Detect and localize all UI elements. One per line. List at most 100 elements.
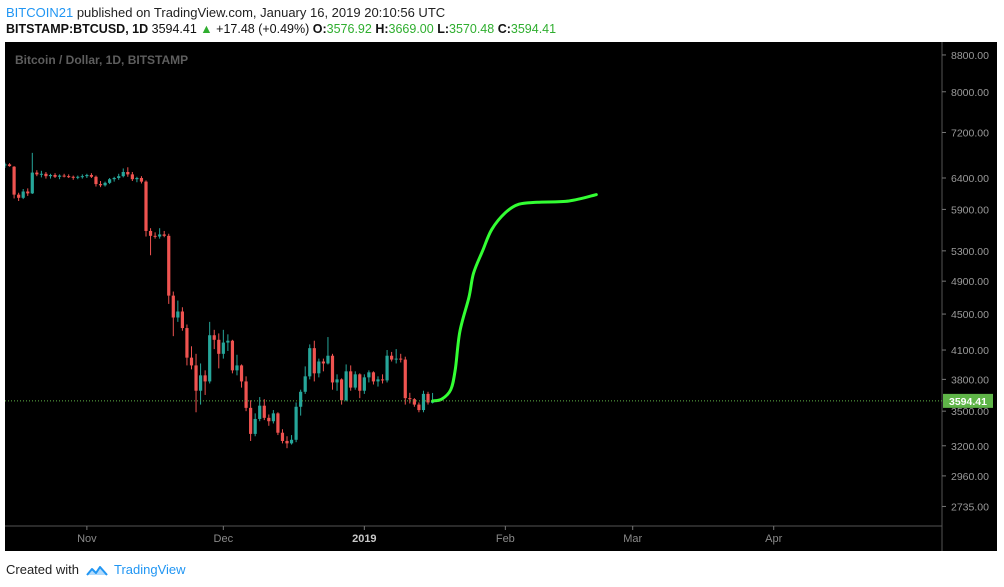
price-tick-label: 4100.00 [951,345,989,357]
candle [258,397,262,422]
candle-body [39,173,43,175]
candle [135,176,139,183]
candle-body [239,365,244,382]
candle [180,307,184,331]
time-tick-label: 2019 [352,533,376,545]
price-axis-background[interactable] [942,42,997,551]
candle-body [249,407,253,434]
candle [403,356,407,405]
candle [367,370,371,383]
candle-body [212,335,216,340]
candle-body [98,184,103,186]
candle [171,291,175,337]
candle [176,300,180,322]
candle-body [80,176,84,178]
up-arrow-icon: ▲ [200,22,213,36]
high-value: 3669.00 [388,22,434,36]
author-link[interactable]: BITCOIN21 [6,5,74,20]
candle-body [57,175,62,177]
candle-body [176,311,180,318]
candle [212,329,216,350]
candle-body [330,355,335,383]
candle-body [17,194,21,198]
candle-body [144,181,148,231]
candle-body [294,406,298,440]
candle-body [189,357,194,366]
candle [62,173,66,178]
chart-title: Bitcoin / Dollar, 1D, BITSTAMP [15,53,188,67]
candle-body [12,166,16,195]
last-price-label: 3594.41 [949,396,987,408]
candle [39,170,43,178]
candle-body [67,176,71,178]
close-value: 3594.41 [510,22,557,36]
candle [198,363,203,405]
published-text: published on TradingView.com, January 16… [76,5,446,20]
candle [390,351,394,362]
candle-body [262,405,266,418]
candle [230,339,235,374]
candle-body [376,379,380,382]
candle [276,412,280,436]
price-chart[interactable]: Bitcoin / Dollar, 1D, BITSTAMP 8800.00 80… [5,42,997,551]
low-value: 3570.48 [449,22,495,36]
tradingview-logo-icon [85,565,108,576]
candle-body [62,175,66,177]
candle-body [158,234,162,237]
candle-body [344,371,348,401]
candle-body [94,176,98,185]
candle-body [71,176,75,178]
candle [89,173,94,178]
candles [5,152,435,449]
candle-body [289,439,294,444]
candle-body [426,393,430,403]
candle [262,399,266,421]
candle-body [203,375,207,382]
candle-body [267,417,271,422]
candle-body [217,339,221,354]
candle [85,173,89,178]
candle-body [53,174,57,177]
candle [412,398,416,407]
candle-body [312,348,316,374]
time-tick-label: Nov [77,533,97,545]
candle-body [130,174,134,180]
candle [339,378,344,405]
candle [239,364,244,388]
candle [208,321,212,384]
ohlc-legend: BITSTAMP:BTCUSD, 1D 3594.41 ▲ +17.48 (+0… [6,22,556,36]
candle [5,162,7,168]
candle-body [385,355,389,381]
candle-body [349,371,353,388]
candle-body [280,432,285,441]
candle-body [76,176,80,178]
candle [285,436,289,449]
candle [299,389,303,416]
candle-body [353,374,357,388]
projection-layer [431,193,598,403]
symbol-label: BITSTAMP:BTCUSD, 1D [6,22,149,36]
publish-info: BITCOIN21 published on TradingView.com, … [6,5,445,20]
candle-body [89,174,94,177]
candle [221,329,225,359]
price-tick-label: 5900.00 [951,204,989,216]
candle-body [35,172,39,175]
price-tick-label: 8800.00 [951,50,989,62]
candle-body [208,335,212,382]
candle [185,324,189,366]
candle [71,175,75,180]
price-tick-label: 3800.00 [951,374,989,386]
last-price-layer: 3594.41 [5,393,993,408]
candle-body [421,393,426,411]
time-tick-label: Dec [214,533,234,545]
last-price-badge [943,393,993,408]
candle [326,337,330,365]
candle-body [408,398,412,400]
price-change: +17.48 (+0.49%) [216,22,310,36]
candle [130,171,134,182]
candle [148,228,153,256]
plot-background [5,42,942,551]
tradingview-link[interactable]: TradingView [114,562,186,577]
candle-body [44,173,48,177]
candle [12,166,16,199]
